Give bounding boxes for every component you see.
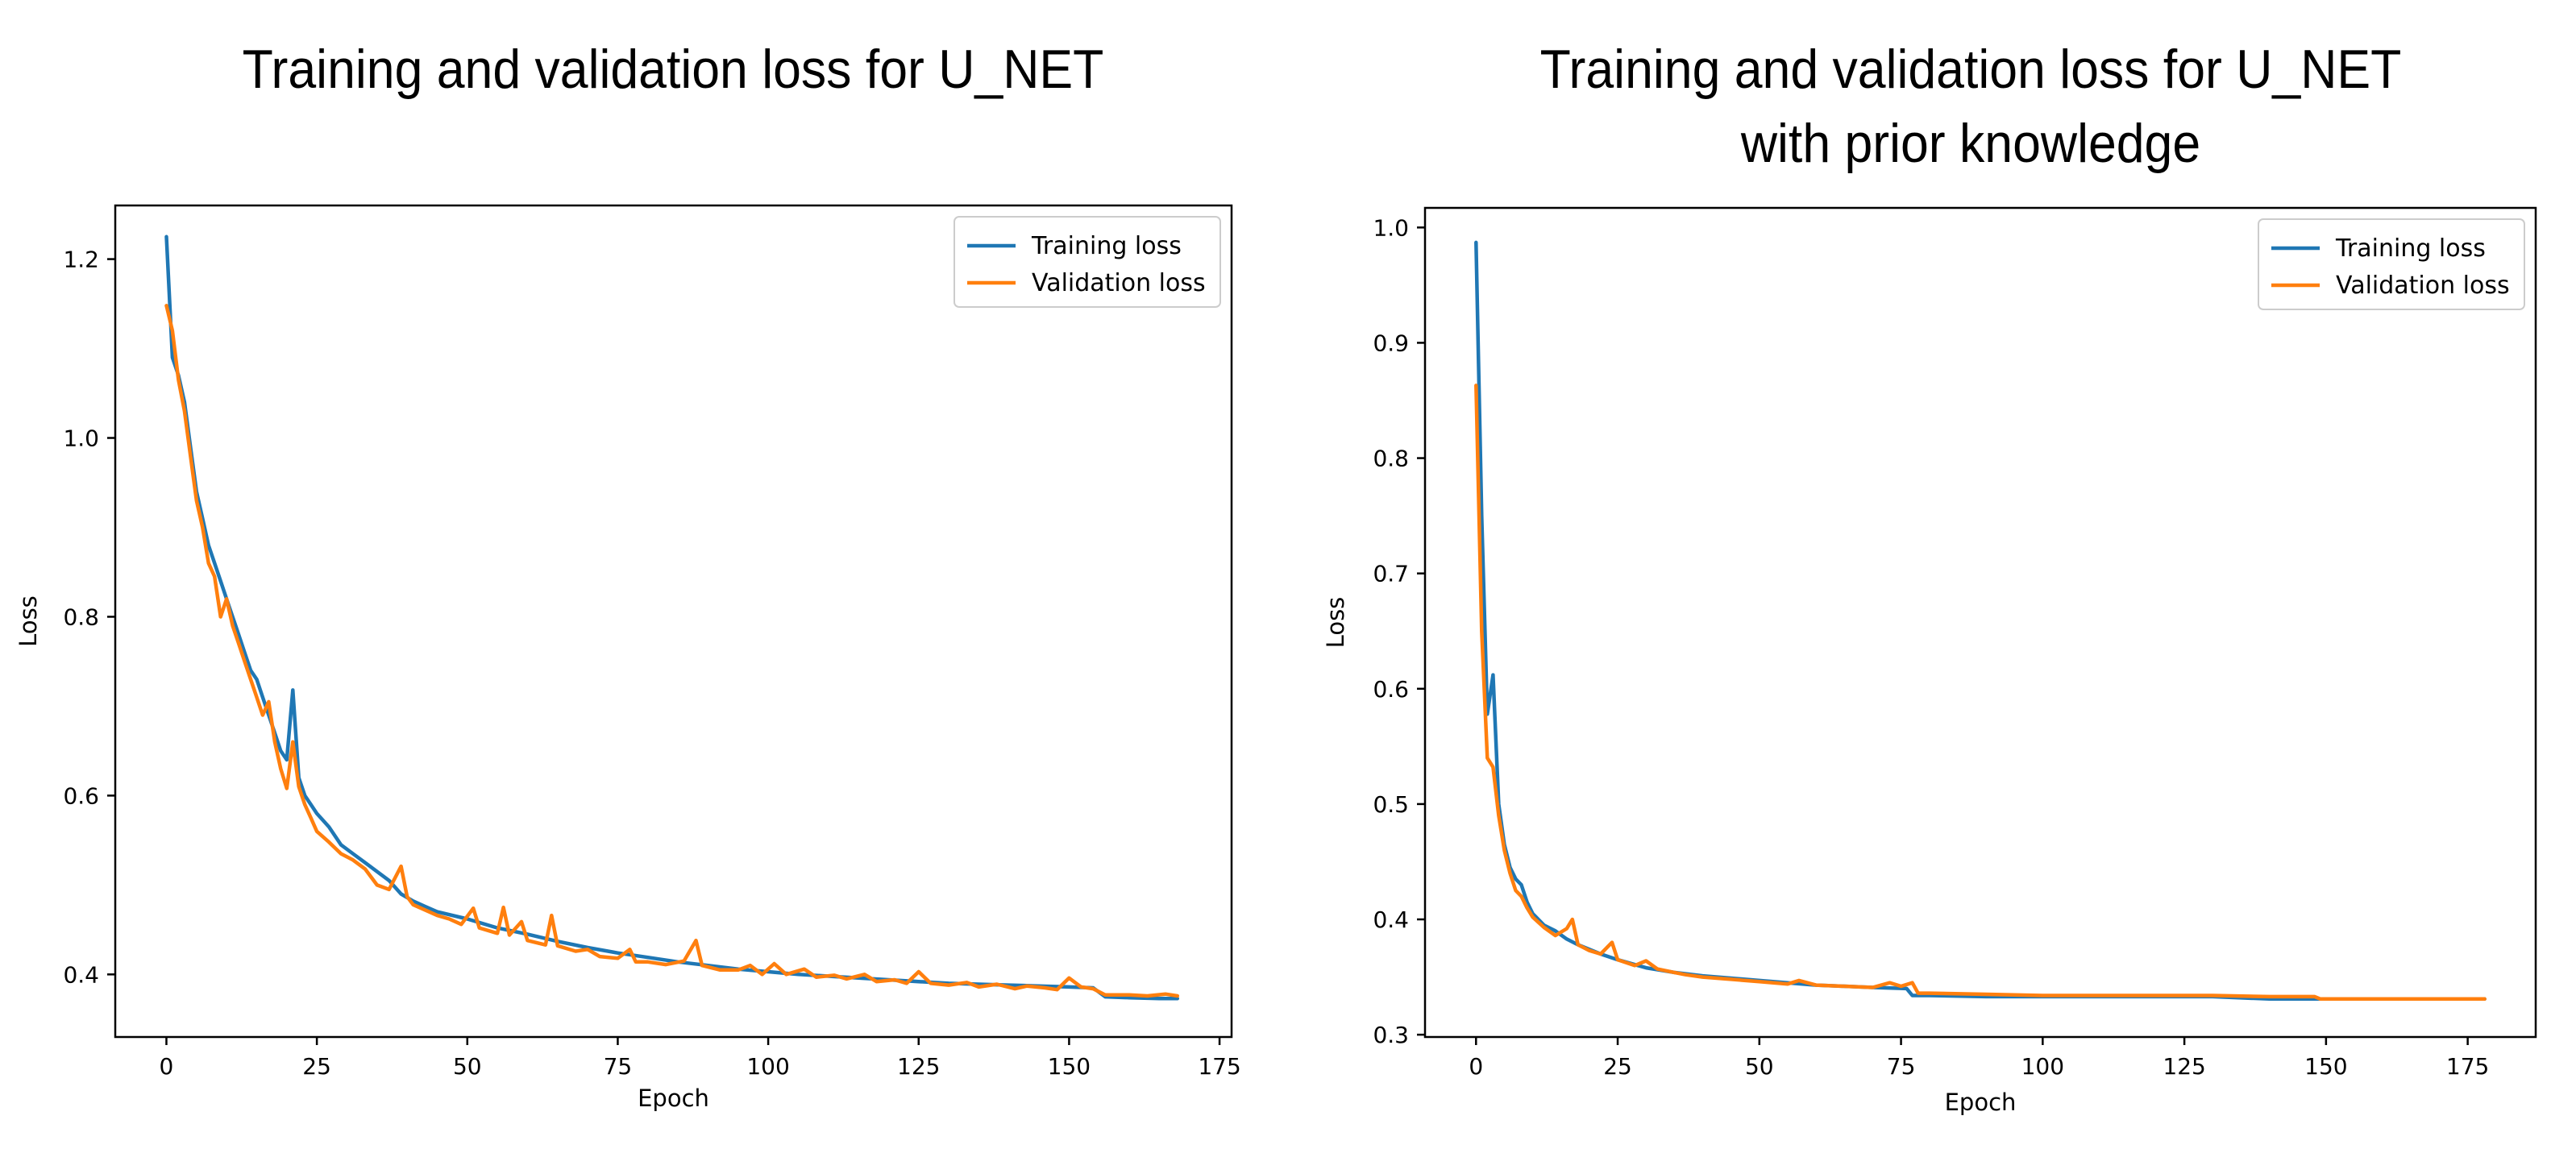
- legend-box: [954, 216, 1221, 308]
- chart-title-right: Training and validation loss for U_NET w…: [1419, 32, 2524, 180]
- legend-label: Validation loss: [1032, 269, 1206, 297]
- chart-title-right-line-1: Training and validation loss for U_NET: [1539, 39, 2402, 100]
- series-line-training: [1474, 240, 2487, 1002]
- plot-frame: [1423, 206, 2537, 1039]
- y-tick-label: 0.4: [63, 961, 99, 988]
- legend-label: Training loss: [1031, 232, 1182, 260]
- x-tick-label: 0: [160, 1053, 174, 1080]
- y-tick-label: 0.7: [1373, 561, 1409, 587]
- chart-right: 0.3 0.4 0.5 0.6 0.7 0.8 0.9 1.0 0 25 50 75 100 125 150…: [1322, 206, 2537, 1116]
- y-tick-label: 1.0: [1373, 214, 1409, 241]
- x-tick-label: 125: [897, 1053, 940, 1080]
- series-line-validation: [164, 304, 1180, 998]
- plot-frame: [114, 204, 1233, 1039]
- legend: Training loss Validation loss: [2258, 218, 2525, 310]
- x-tick-label: 50: [1745, 1053, 1774, 1080]
- x-tick-label: 100: [2021, 1053, 2064, 1080]
- x-tick-label: 75: [604, 1053, 633, 1080]
- legend-label: Validation loss: [2336, 272, 2510, 300]
- y-tick-label: 0.3: [1373, 1022, 1409, 1048]
- x-tick-label: 175: [1198, 1053, 1240, 1080]
- x-tick-label: 0: [1469, 1053, 1483, 1080]
- legend-label: Training loss: [2335, 234, 2486, 263]
- y-tick-label: 1.0: [63, 425, 99, 452]
- legend-box: [2258, 218, 2525, 310]
- x-axis-label: Epoch: [638, 1085, 709, 1112]
- y-tick-label: 0.4: [1373, 906, 1409, 933]
- x-tick-label: 75: [1887, 1053, 1916, 1080]
- y-tick-label: 0.9: [1373, 330, 1409, 356]
- series-line-training: [164, 234, 1180, 1001]
- x-tick-label: 25: [1603, 1053, 1632, 1080]
- series-line-validation: [1474, 384, 2487, 1002]
- y-tick-label: 0.8: [63, 604, 99, 630]
- x-tick-label: 50: [453, 1053, 482, 1080]
- y-tick-label: 0.6: [1373, 676, 1409, 703]
- chart-title-right-line-2: with prior knowledge: [1740, 113, 2201, 174]
- y-tick-label: 0.6: [63, 782, 99, 809]
- x-tick-label: 150: [1048, 1053, 1091, 1080]
- y-tick-label: 0.8: [1373, 446, 1409, 472]
- x-tick-label: 175: [2446, 1053, 2489, 1080]
- x-tick-label: 100: [746, 1053, 789, 1080]
- y-axis-label: Loss: [15, 595, 42, 647]
- x-tick-label: 25: [302, 1053, 331, 1080]
- x-tick-label: 150: [2304, 1053, 2347, 1080]
- x-tick-label: 125: [2163, 1053, 2205, 1080]
- chart-title-left: Training and validation loss for U_NET: [242, 39, 1104, 100]
- y-axis-label: Loss: [1322, 597, 1349, 649]
- chart-left: 0.4 0.6 0.8 1.0 1.2 0 25 50 75 100 125 150 175 Epoch L…: [15, 204, 1241, 1112]
- y-tick-label: 0.5: [1373, 791, 1409, 818]
- y-tick-label: 1.2: [63, 247, 99, 273]
- x-axis-label: Epoch: [1945, 1089, 2017, 1116]
- legend: Training loss Validation loss: [954, 216, 1221, 308]
